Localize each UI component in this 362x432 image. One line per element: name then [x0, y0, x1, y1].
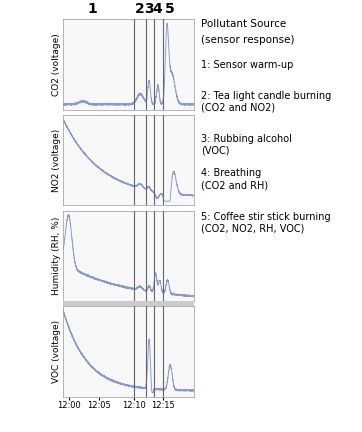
- Text: 2: Tea light candle burning
(CO2 and NO2): 2: Tea light candle burning (CO2 and NO2…: [201, 91, 331, 112]
- Text: 3: Rubbing alcohol
(VOC): 3: Rubbing alcohol (VOC): [201, 134, 292, 156]
- Text: 5: 5: [165, 2, 174, 16]
- Text: 5: Coffee stir stick burning
(CO2, NO2, RH, VOC): 5: Coffee stir stick burning (CO2, NO2, …: [201, 212, 331, 233]
- Text: 4: Breathing
(CO2 and RH): 4: Breathing (CO2 and RH): [201, 168, 268, 190]
- Y-axis label: Humidity (RH, %): Humidity (RH, %): [51, 216, 60, 295]
- Text: Pollutant Source: Pollutant Source: [201, 19, 286, 29]
- Text: 4: 4: [152, 2, 162, 16]
- Y-axis label: CO2 (voltage): CO2 (voltage): [51, 33, 60, 96]
- Text: 1: 1: [87, 2, 97, 16]
- Y-axis label: NO2 (voltage): NO2 (voltage): [51, 129, 60, 192]
- Text: 1: Sensor warm-up: 1: Sensor warm-up: [201, 60, 293, 70]
- Text: 2: 2: [135, 2, 144, 16]
- Text: 3: 3: [144, 2, 154, 16]
- Text: (sensor response): (sensor response): [201, 35, 294, 44]
- Y-axis label: VOC (voltage): VOC (voltage): [51, 320, 60, 383]
